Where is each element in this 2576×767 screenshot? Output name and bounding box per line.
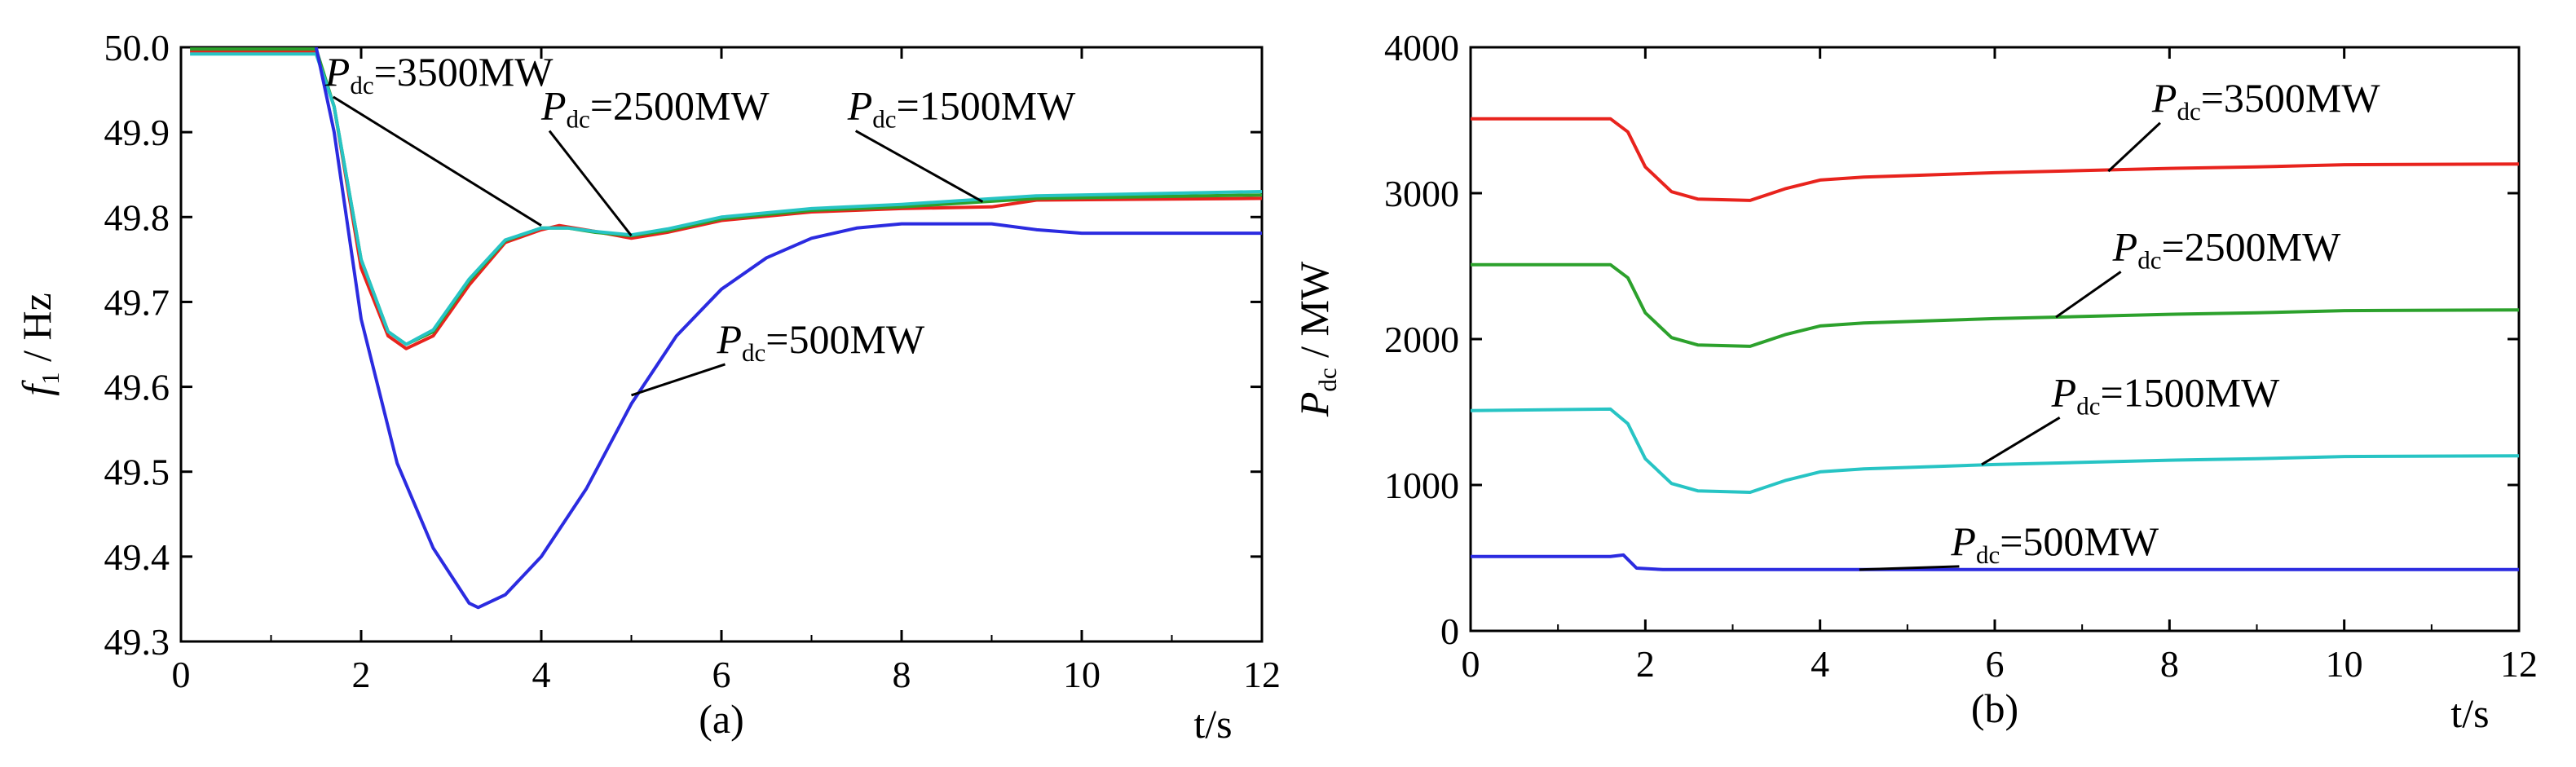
x-tick-label-0: 0 [1462,643,1480,685]
y-tick-label-0: 0 [1440,611,1459,652]
annotation-dc-3500mw-symbol: P [324,49,351,95]
x-tick-label-12: 12 [1243,654,1281,695]
annotation-dc-3500mw: Pdc=3500MW [324,49,554,99]
x-tick-label-4: 4 [1811,643,1829,685]
y-axis-label-unit: / Hz [14,293,60,372]
y-tick-label-3000: 3000 [1384,173,1459,214]
y-axis-label: f1 / Hz [14,293,64,396]
panel-label: (a) [699,696,744,742]
annotation-dc-3500mw-subscript: dc [350,71,373,99]
x-tick-label-6: 6 [712,654,731,695]
annotation-dc-2500mw-symbol: P [540,83,567,129]
annotation-dc-500mw-symbol: P [1950,518,1976,564]
annotation-dc-2500mw-leader [548,130,633,237]
y-tick-label-49-7: 49.7 [104,281,170,323]
annotation-dc-2500mw-subscript: dc [2137,245,2161,274]
annotation-dc-500mw-subscript: dc [742,338,765,367]
annotation-dc-1500mw-symbol: P [2051,369,2077,415]
y-tick-label-49-3: 49.3 [104,621,170,663]
x-tick-label-10: 10 [1063,654,1101,695]
annotation-dc-500mw: Pdc=500MW [1950,518,2159,569]
x-axis-label: t/s [2450,690,2489,736]
y-tick-label-49-4: 49.4 [104,536,170,578]
y-tick-label-49-9: 49.9 [104,112,170,153]
y-tick-label-50-0: 50.0 [104,27,170,68]
y-tick-label-2000: 2000 [1384,319,1459,360]
chart-panel-a: 0 2 4 6 8 10 12 49.3 49.4 49.5 49.6 49.7 49.8 49.9 50.… [14,27,1281,747]
annotation-dc-3500mw-subscript: dc [2177,97,2200,126]
annotation-dc-500mw-leader [631,363,726,397]
series-line-pdc-2500mw [1471,262,2519,348]
y-axis-label-unit: / MW [1291,261,1337,368]
y-tick-label-49-6: 49.6 [104,367,170,408]
annotation-dc-1500mw: Pdc=1500MW [847,83,1076,134]
annotation-dc-500mw-symbol: P [716,316,742,362]
annotation-dc-3500mw: Pdc=3500MW [2151,75,2380,126]
y-axis-label-symbol: P [1291,392,1337,418]
annotation-dc-2500mw-symbol: P [2112,223,2138,269]
annotation-dc-2500mw-value: =2500MW [590,83,770,129]
annotation-dc-1500mw-leader [854,130,984,203]
annotation-dc-500mw-value: =500MW [765,316,925,362]
y-axis-label: Pdc / MW [1291,261,1342,417]
annotation-dc-1500mw-leader [1981,417,2061,466]
x-tick-label-8: 8 [2160,643,2179,685]
annotation-dc-3500mw-value: =3500MW [374,49,554,95]
y-tick-label-49-8: 49.8 [104,196,170,238]
series-line-pdc-3500mw [1471,117,2519,202]
annotation-dc-500mw-leader [1859,565,1960,571]
y-tick-label-4000: 4000 [1384,27,1459,68]
annotation-dc-2500mw-value: =2500MW [2161,223,2341,269]
y-axis-label-subscript: dc [1313,368,1342,391]
x-tick-label-0: 0 [172,654,191,695]
series-line-pdc-500mw [1471,553,2519,571]
x-tick-label-8: 8 [893,654,911,695]
annotation-dc-2500mw-leader [2055,271,2122,319]
y-tick-label-49-5: 49.5 [104,452,170,493]
x-tick-label-2: 2 [1636,643,1655,685]
x-tick-label-6: 6 [1986,643,2005,685]
annotation-dc-2500mw-subscript: dc [567,105,590,134]
annotation-dc-1500mw-subscript: dc [872,105,896,134]
x-tick-label-10: 10 [2326,643,2363,685]
series-line-pdc-1500mw [1471,407,2519,494]
annotation-dc-2500mw: Pdc=2500MW [540,83,770,134]
y-axis-label-subscript: 1 [36,372,64,385]
x-tick-label-12: 12 [2500,643,2538,685]
annotation-dc-500mw-value: =500MW [2000,518,2159,564]
annotation-dc-1500mw-symbol: P [847,83,873,129]
y-tick-label-1000: 1000 [1384,465,1459,506]
series-line-pdc-1500mw [190,52,1262,346]
annotation-dc-3500mw-symbol: P [2151,75,2177,121]
annotation-dc-500mw-subscript: dc [1976,540,2000,569]
annotation-dc-2500mw: Pdc=2500MW [2112,223,2341,274]
x-tick-label-2: 2 [352,654,371,695]
panel-label: (b) [1971,685,2018,731]
annotation-dc-500mw: Pdc=500MW [716,316,924,367]
annotation-dc-3500mw-value: =3500MW [2201,75,2381,121]
annotation-dc-1500mw: Pdc=1500MW [2051,369,2280,420]
annotation-dc-1500mw-value: =1500MW [897,83,1077,129]
annotation-dc-1500mw-subscript: dc [2076,391,2100,420]
chart-panel-b: 0 2 4 6 8 10 12 0 1000 2000 3000 4000 Pdc / MW t/s (b)… [1291,27,2538,736]
annotation-dc-1500mw-value: =1500MW [2100,369,2280,415]
x-axis-label: t/s [1193,701,1232,747]
x-tick-label-4: 4 [532,654,551,695]
annotation-dc-3500mw-leader [2107,121,2161,173]
series-line-pdc-500mw [314,47,1262,610]
annotation-dc-3500mw-leader [333,95,542,227]
